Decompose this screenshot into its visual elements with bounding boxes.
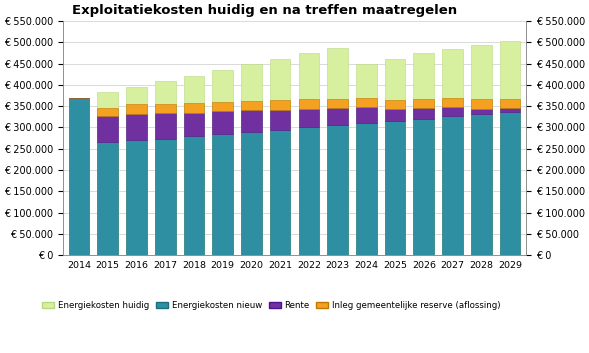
Bar [413, 99, 434, 108]
Bar [241, 110, 262, 132]
Bar [126, 140, 147, 255]
Bar [385, 100, 405, 109]
Bar [212, 134, 233, 255]
Bar [184, 103, 204, 113]
Bar [413, 53, 434, 255]
Bar [385, 121, 405, 255]
Bar [270, 100, 290, 109]
Bar [499, 108, 521, 112]
Bar [471, 100, 492, 109]
Bar [499, 41, 521, 255]
Bar [471, 45, 492, 255]
Bar [184, 76, 204, 255]
Bar [97, 108, 118, 115]
Bar [212, 102, 233, 111]
Bar [442, 116, 463, 255]
Bar [356, 64, 377, 255]
Bar [413, 108, 434, 119]
Bar [155, 81, 176, 255]
Bar [299, 100, 319, 109]
Bar [356, 107, 377, 123]
Bar [299, 127, 319, 255]
Bar [155, 113, 176, 139]
Legend: Energiekosten huidig, Energiekosten nieuw, Rente, Inleg gemeentelijke reserve (a: Energiekosten huidig, Energiekosten nieu… [39, 298, 504, 314]
Bar [97, 92, 118, 255]
Bar [212, 70, 233, 255]
Bar [385, 59, 405, 255]
Bar [413, 119, 434, 255]
Bar [126, 104, 147, 114]
Bar [155, 104, 176, 113]
Bar [471, 109, 492, 114]
Bar [356, 98, 377, 107]
Bar [385, 109, 405, 121]
Bar [212, 111, 233, 134]
Bar [499, 99, 521, 108]
Bar [97, 142, 118, 255]
Bar [327, 125, 348, 255]
Bar [270, 130, 290, 255]
Bar [270, 59, 290, 255]
Bar [299, 53, 319, 255]
Bar [97, 115, 118, 142]
Bar [184, 136, 204, 255]
Bar [68, 98, 90, 255]
Bar [499, 112, 521, 255]
Bar [442, 49, 463, 255]
Bar [442, 107, 463, 116]
Bar [327, 98, 348, 108]
Bar [155, 139, 176, 255]
Bar [184, 113, 204, 136]
Bar [270, 109, 290, 130]
Bar [126, 86, 147, 255]
Bar [327, 108, 348, 125]
Text: Exploitatiekosten huidig en na treffen maatregelen: Exploitatiekosten huidig en na treffen m… [72, 4, 458, 17]
Bar [356, 123, 377, 255]
Bar [471, 114, 492, 255]
Bar [442, 98, 463, 107]
Bar [68, 98, 90, 255]
Bar [126, 114, 147, 140]
Bar [241, 132, 262, 255]
Bar [299, 109, 319, 127]
Bar [327, 48, 348, 255]
Bar [241, 101, 262, 110]
Bar [241, 65, 262, 255]
